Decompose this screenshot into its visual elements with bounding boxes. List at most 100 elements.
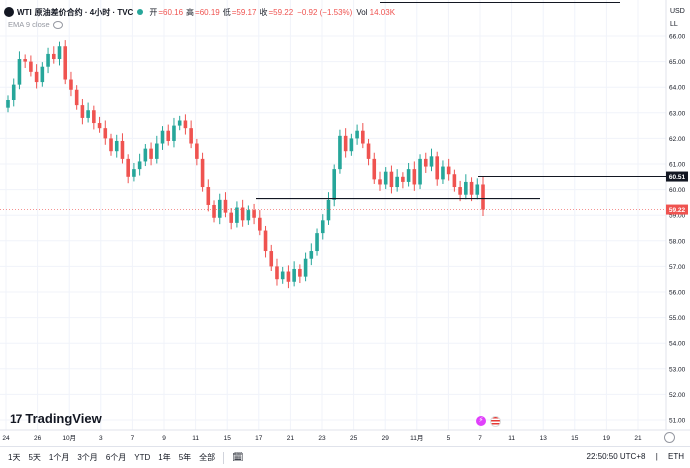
candle-body[interactable] [17,59,22,85]
candle-body[interactable] [189,128,193,144]
candle-body[interactable] [452,174,457,188]
candle-body[interactable] [132,169,136,177]
candle-body[interactable] [229,212,233,223]
candle-body[interactable] [412,169,417,185]
candle-body[interactable] [240,207,245,221]
candle-body[interactable] [481,184,485,210]
gear-icon[interactable] [664,432,675,443]
candle-body[interactable] [246,210,251,221]
range-3m[interactable]: 3个月 [77,453,98,462]
candle-body[interactable] [464,181,468,195]
candle-body[interactable] [435,156,440,180]
candle-body[interactable] [418,158,422,185]
price-axis[interactable]: 51.00 52.00 53.00 54.00 55.00 56.00 57.00 58.00… [669,34,686,425]
candle-body[interactable] [114,140,119,152]
candle-body[interactable] [298,268,302,277]
candle-body[interactable] [469,181,474,195]
candle-body[interactable] [401,176,405,182]
candle-body[interactable] [223,199,228,213]
candle-body[interactable] [423,158,428,167]
candle-body[interactable] [429,156,434,167]
candle-body[interactable] [160,130,165,144]
candle-body[interactable] [217,199,222,218]
time-axis[interactable]: 24 26 10月 3 7 9 11 15 17 21 23 25 29 11月 5 7 11 13 15 19 21 [2,434,642,442]
candle-body[interactable] [51,53,56,60]
candle-body[interactable] [154,143,159,159]
candle-body[interactable] [149,148,153,159]
candle-body[interactable] [252,210,256,218]
range-1y[interactable]: 1年 [158,453,171,462]
candle-body[interactable] [355,130,359,139]
range-all[interactable]: 全部 [199,453,216,462]
candle-body[interactable] [235,207,239,223]
candle-body[interactable] [286,271,291,282]
candle-body[interactable] [326,199,331,221]
session-label[interactable]: ETH [668,452,684,461]
candle-body[interactable] [378,179,382,185]
range-1m[interactable]: 1个月 [48,453,70,462]
candle-body[interactable] [120,140,125,159]
candle-body[interactable] [383,171,388,185]
calendar-icon[interactable]: 🗓 [232,452,244,462]
range-5y[interactable]: 5年 [178,453,192,462]
candle-body[interactable] [183,120,188,129]
candle-body[interactable] [143,148,148,162]
range-6m[interactable]: 6个月 [105,453,127,462]
symbol-name[interactable]: WTI [17,7,32,17]
clock-time[interactable]: 22:50:50 UTC+8 [586,452,646,461]
candle-body[interactable] [366,143,371,159]
candle-body[interactable] [63,46,68,80]
candle-body[interactable] [269,251,274,267]
candle-body[interactable] [320,220,325,234]
flash-icon[interactable]: ⚡ [476,416,486,426]
range-5d[interactable]: 5天 [28,453,41,462]
range-1d[interactable]: 1天 [8,453,21,462]
candle-body[interactable] [29,61,33,72]
candle-body[interactable] [166,130,171,141]
candle-body[interactable] [137,161,142,170]
us-flag-icon[interactable] [490,416,501,427]
candle-body[interactable] [6,100,10,108]
candle-body[interactable] [86,110,90,118]
candle-body[interactable] [23,59,27,62]
candle-body[interactable] [40,66,45,83]
candle-body[interactable] [195,143,199,159]
candle-body[interactable] [109,138,113,152]
candle-body[interactable] [349,138,354,152]
candle-body[interactable] [200,158,205,188]
candle-body[interactable] [212,204,216,218]
candle-body[interactable] [69,79,73,90]
candle-body[interactable] [395,176,399,188]
candle-body[interactable] [103,128,108,139]
candle-body[interactable] [446,166,451,175]
candle-body[interactable] [441,166,445,180]
candle-body[interactable] [292,268,296,282]
candle-body[interactable] [372,158,377,180]
candle-body[interactable] [34,71,39,83]
candle-body[interactable] [80,105,85,118]
candle-body[interactable] [458,187,462,195]
candle-body[interactable] [177,120,182,126]
candle-body[interactable] [389,171,394,188]
candle-body[interactable] [92,110,96,124]
candle-body[interactable] [303,258,308,277]
candle-body[interactable] [475,184,480,195]
candle-body[interactable] [343,135,348,152]
eye-icon[interactable] [52,20,63,29]
candle-body[interactable] [406,169,411,182]
scale-mode[interactable]: LL [670,21,678,28]
candle-body[interactable] [309,251,314,259]
tradingview-logo[interactable]: 17 TradingView [10,411,102,426]
candle-body[interactable] [258,217,262,231]
candlesticks[interactable] [6,40,485,289]
candle-body[interactable] [263,230,268,252]
candle-body[interactable] [315,233,319,252]
candle-body[interactable] [74,89,79,106]
candle-body[interactable] [280,271,285,280]
candle-body[interactable] [97,123,102,129]
candle-body[interactable] [206,187,211,205]
candle-body[interactable] [46,53,50,67]
candle-body[interactable] [361,130,365,144]
candle-body[interactable] [11,84,16,100]
